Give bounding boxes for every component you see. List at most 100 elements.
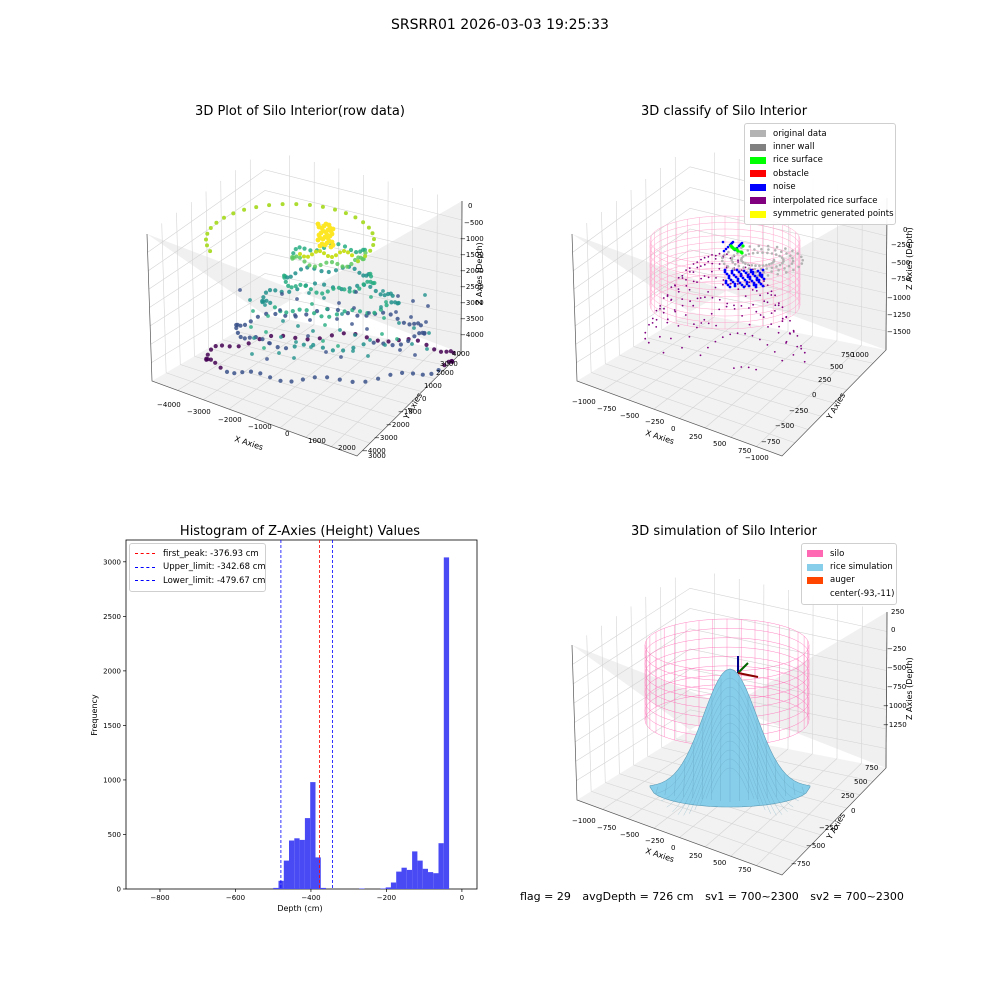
histogram-y-tick: 2500 [103, 613, 121, 621]
rice-surface-mesh [792, 782, 796, 796]
original-point [782, 258, 785, 261]
data-point [340, 264, 345, 269]
original-point [761, 251, 764, 254]
original-point [774, 253, 778, 256]
interpolated-point [781, 317, 784, 320]
original-point [770, 252, 774, 255]
interpolated-point [770, 312, 773, 314]
original-point [744, 253, 747, 257]
noise-point [724, 279, 728, 283]
grid-line [572, 587, 887, 665]
histogram-x-tick: 0 [460, 894, 464, 902]
original-point [748, 245, 752, 248]
interpolated-point [670, 286, 673, 288]
interpolated-point [710, 312, 713, 315]
interpolated-point [718, 267, 721, 270]
data-point [346, 250, 350, 255]
legend-label: Lower_limit: -479.67 cm [163, 575, 266, 586]
auger-axis [737, 672, 759, 678]
data-point [386, 339, 391, 344]
interpolated-point [704, 296, 706, 299]
interpolated-point [666, 318, 669, 321]
interpolated-point [651, 317, 654, 320]
interpolated-point [670, 337, 672, 340]
legend-label: interpolated rice surface [773, 195, 878, 206]
simulation-x-tick: 0 [671, 844, 675, 852]
classify-x-tick: −250 [645, 418, 664, 426]
data-point [376, 376, 381, 381]
interpolated-point [692, 280, 695, 283]
interpolated-point [677, 276, 680, 279]
interpolated-point [781, 320, 784, 323]
interpolated-point [785, 315, 788, 318]
data-point [312, 375, 317, 380]
interpolated-point [685, 284, 688, 287]
data-point [357, 286, 362, 291]
raw-z-tick: −2000 [460, 267, 484, 275]
data-point [353, 215, 358, 220]
data-point [314, 249, 318, 254]
histogram-y-axis-label: Frequency [90, 694, 99, 736]
legend-label: first_peak: -376.93 cm [163, 548, 259, 559]
data-point [347, 286, 352, 291]
histogram-bar [273, 887, 279, 889]
data-point [310, 252, 314, 257]
classify-plot-title: 3D classify of Silo Interior [640, 104, 808, 119]
noise-point [753, 274, 757, 278]
interpolated-point [796, 345, 799, 348]
data-point [214, 220, 219, 225]
data-point [372, 310, 377, 315]
original-point [780, 250, 783, 253]
data-point [306, 334, 310, 338]
data-point [283, 346, 289, 351]
simulation-3d-plot: X Axies Y Axies Z Axies (Depth) −1000 −7… [571, 573, 914, 876]
interpolated-point [681, 274, 684, 277]
interpolated-point [662, 297, 665, 299]
data-point [305, 337, 310, 342]
data-point [289, 379, 294, 384]
data-point [205, 352, 210, 357]
interpolated-point [792, 331, 795, 333]
data-point [227, 344, 232, 349]
grid-line [574, 228, 887, 308]
classify-y-tick: −500 [775, 422, 794, 430]
interpolated-point [674, 310, 677, 313]
data-point [352, 266, 357, 271]
data-point [302, 259, 307, 264]
classify-x-tick: −500 [620, 412, 639, 420]
interpolated-point [699, 265, 702, 267]
histogram-plot: −800 −600 −400 −200 0 0 500 1000 1500 2000 2500 300… [90, 539, 478, 913]
data-point [361, 342, 366, 347]
original-point [770, 262, 773, 265]
rice-surface-mesh [783, 774, 786, 797]
original-point [796, 252, 800, 255]
rice-surface-mesh [692, 741, 695, 799]
histogram-bar [320, 887, 326, 889]
data-point [398, 342, 403, 347]
legend-swatch [807, 590, 823, 597]
data-point [348, 247, 354, 253]
interpolated-point [711, 254, 713, 256]
legend-swatch [750, 156, 766, 164]
raw-z-tick: −3000 [460, 299, 484, 307]
data-point [311, 329, 315, 333]
interpolated-point [688, 335, 691, 338]
legend-entry: center(-93,-11) [807, 587, 894, 600]
data-point [427, 331, 431, 335]
noise-point [757, 280, 761, 284]
histogram-axes: −800 −600 −400 −200 0 0 500 1000 1500 2000 2500 300… [103, 539, 478, 902]
raw-x-tick: −3000 [187, 408, 211, 416]
legend-line [135, 553, 155, 555]
rice-surface-point [732, 247, 736, 251]
histogram-title: Histogram of Z-Axies (Height) Values [179, 524, 421, 539]
noise-point [739, 274, 743, 278]
pane-floor [577, 312, 886, 456]
data-point [308, 248, 313, 253]
noise-point [736, 277, 740, 281]
noise-point [758, 271, 762, 275]
raw-y-tick: −1000 [398, 408, 422, 416]
interpolated-point [733, 304, 735, 307]
data-point [394, 310, 398, 314]
data-point [288, 274, 293, 279]
data-point [238, 288, 242, 292]
